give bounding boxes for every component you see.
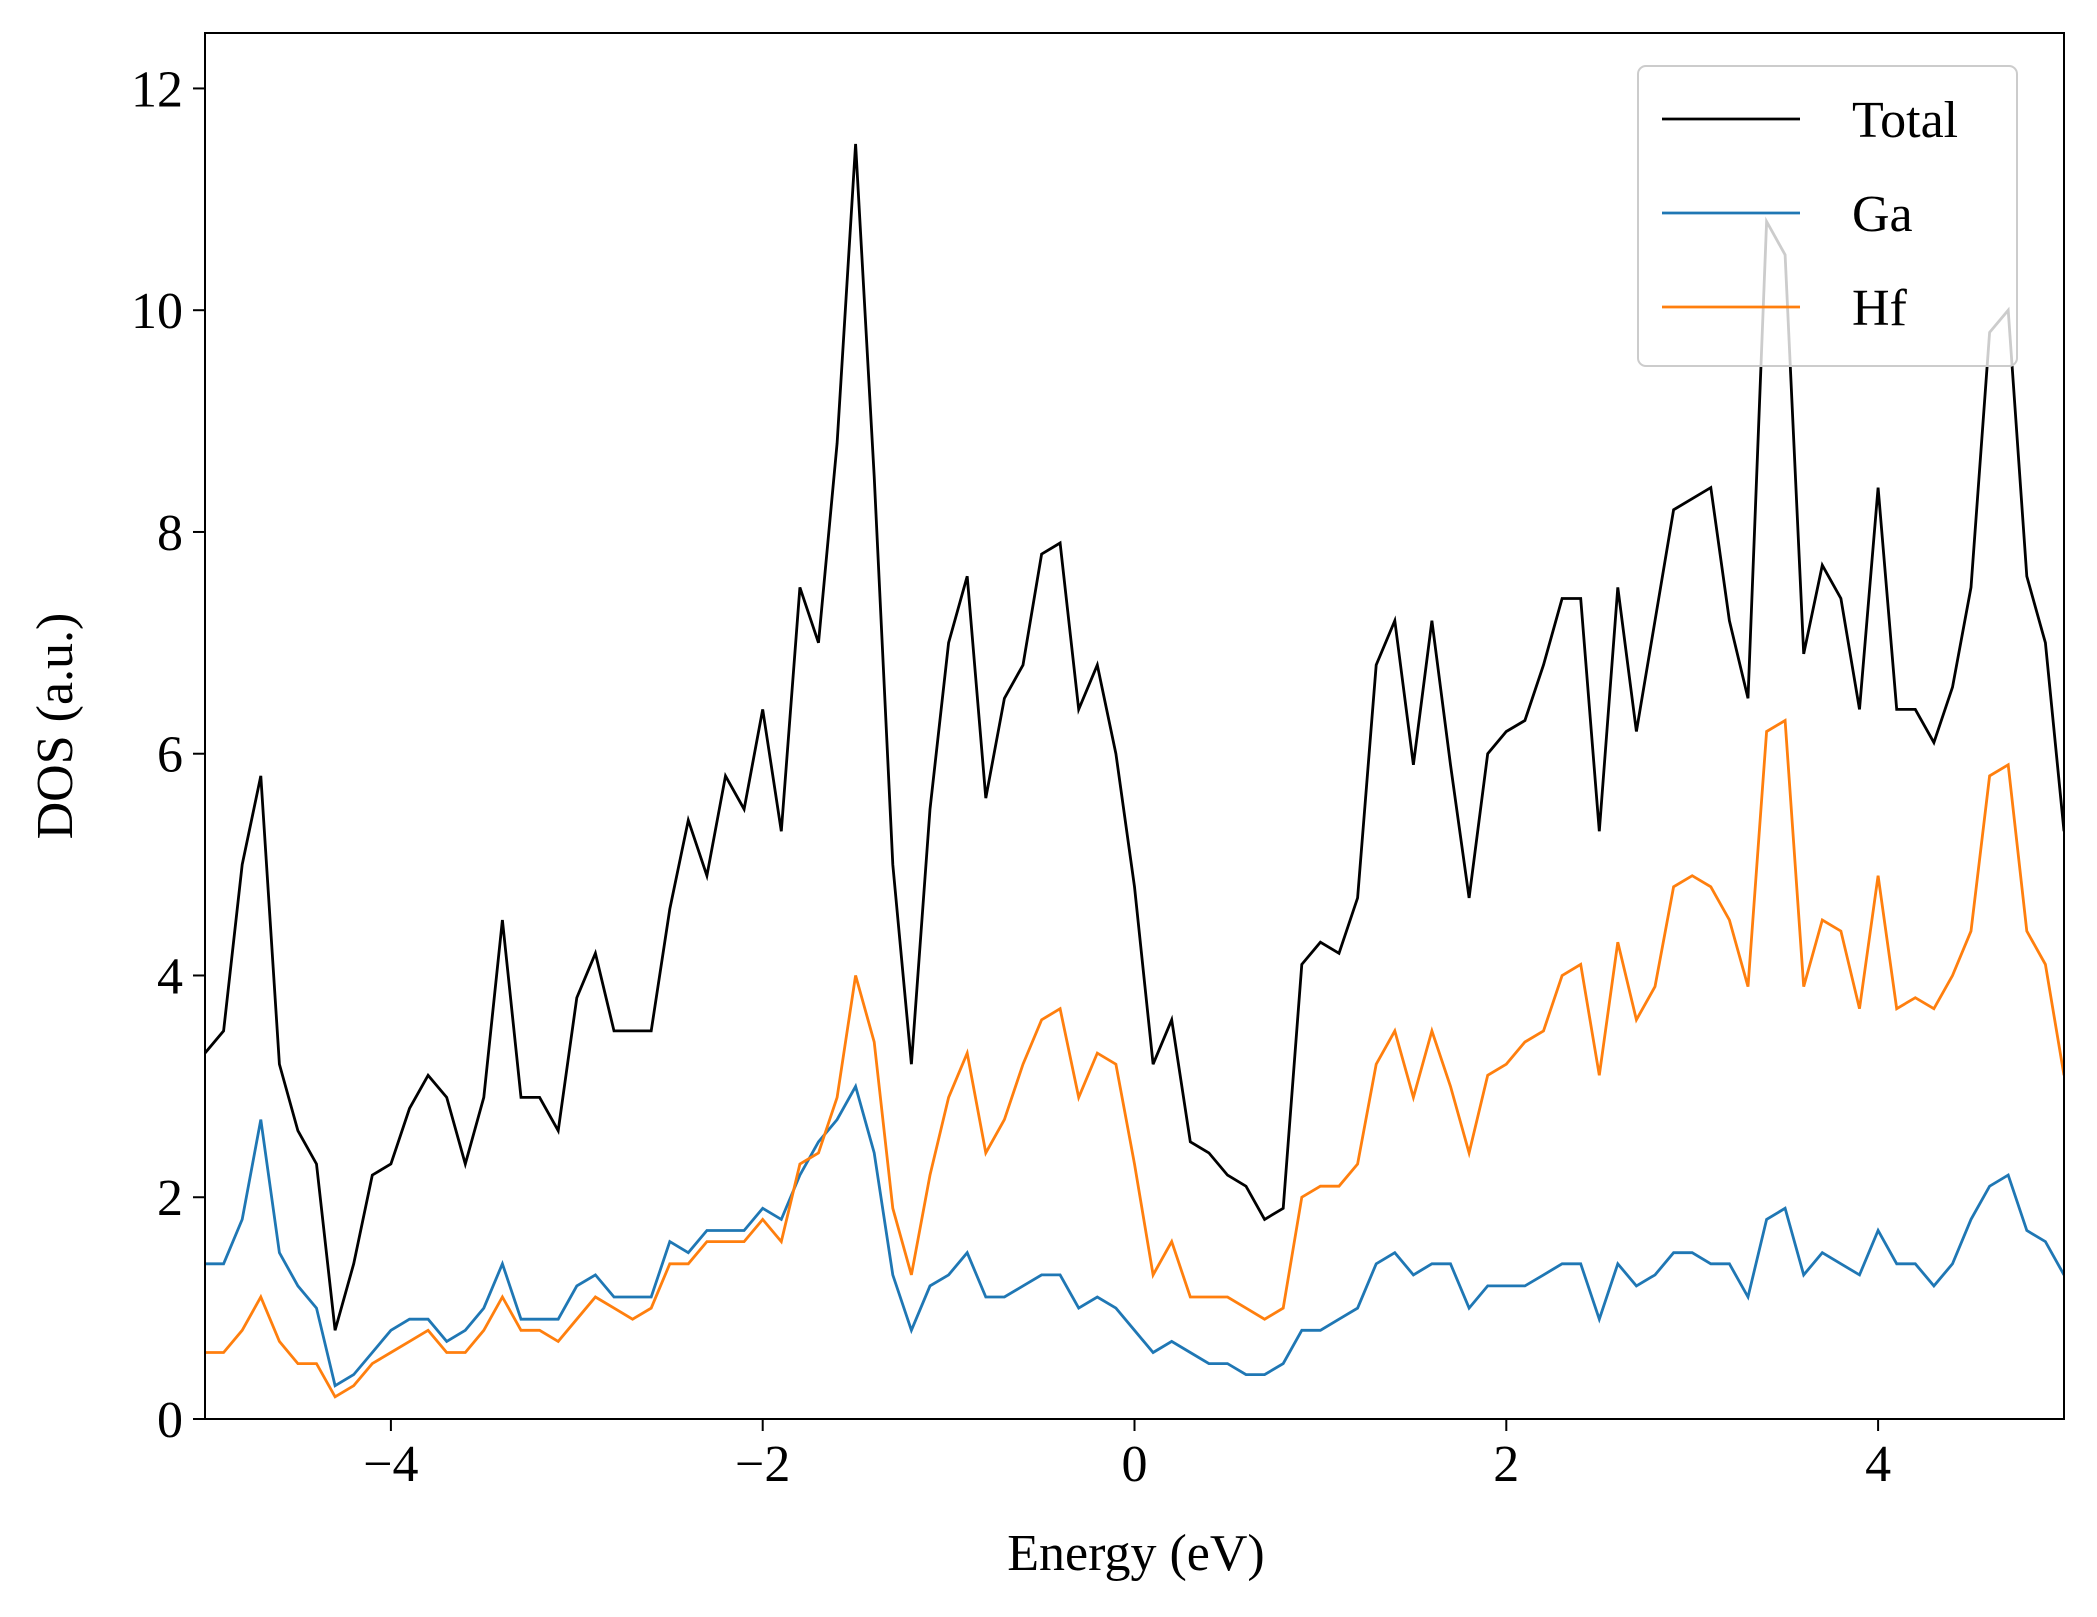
- y-tick-label: 4: [157, 948, 183, 1005]
- y-tick-label: 8: [157, 505, 183, 562]
- y-tick-label: 6: [157, 727, 183, 784]
- legend-box: [1637, 65, 2018, 367]
- x-tick-label: 0: [1122, 1436, 1148, 1493]
- y-tick-label: 0: [157, 1392, 183, 1449]
- y-tick-label: 12: [131, 61, 183, 118]
- y-axis-label: DOS (a.u.): [27, 613, 84, 840]
- series-line: [205, 143, 2064, 1331]
- y-tick-label: 10: [131, 283, 183, 340]
- series-line: [205, 1082, 2064, 1388]
- legend-label: Hf: [1852, 280, 1908, 337]
- x-tick-label: 4: [1865, 1436, 1891, 1493]
- series-line: [205, 718, 2064, 1399]
- legend-label: Total: [1852, 92, 1958, 149]
- legend-label: Ga: [1852, 186, 1913, 243]
- x-tick-label: 2: [1493, 1436, 1519, 1493]
- x-axis-label: Energy (eV): [1007, 1525, 1265, 1582]
- x-tick-label: −2: [735, 1436, 790, 1493]
- x-tick-label: −4: [363, 1436, 418, 1493]
- plot-frame: [204, 32, 2065, 1420]
- y-tick-label: 2: [157, 1170, 183, 1227]
